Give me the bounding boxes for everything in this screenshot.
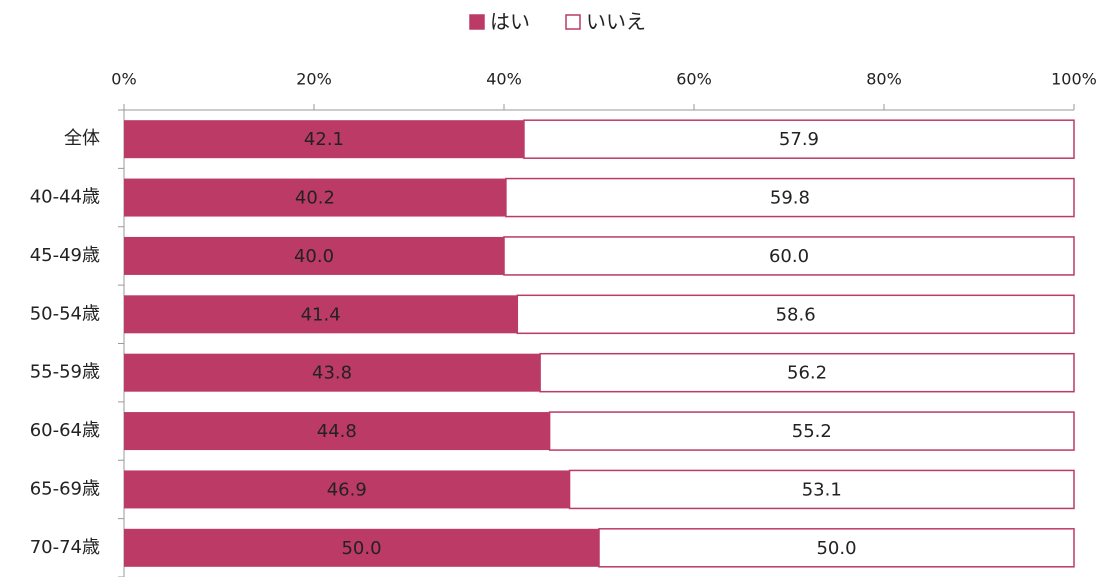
bar-segment <box>124 470 570 509</box>
x-tick-label: 80% <box>866 70 902 89</box>
x-tick-label: 100% <box>1051 70 1097 89</box>
bar-segment <box>598 528 1075 568</box>
data-label: 40.0 <box>294 246 334 267</box>
y-tick-label: 70-74歳 <box>30 537 100 558</box>
data-label: 56.2 <box>787 363 827 384</box>
y-tick-label: 60-64歳 <box>30 420 100 441</box>
bar-segment <box>503 236 1075 276</box>
bar-segment <box>548 411 1075 451</box>
bar-segment <box>124 120 524 159</box>
x-tick-label: 20% <box>296 70 332 89</box>
data-label: 53.1 <box>802 479 842 500</box>
data-label: 57.9 <box>779 129 819 150</box>
data-label: 46.9 <box>327 479 367 500</box>
bar-segment <box>124 528 599 567</box>
data-label: 40.2 <box>295 188 335 209</box>
y-tick-label: 50-54歳 <box>30 303 100 324</box>
y-tick-label: 全体 <box>64 128 100 149</box>
bar-segment <box>124 412 550 451</box>
data-label: 60.0 <box>769 246 809 267</box>
x-tick-label: 40% <box>486 70 522 89</box>
data-label: 58.6 <box>776 304 816 325</box>
legend-swatch <box>469 14 485 30</box>
bar-segment <box>523 119 1075 159</box>
bar-segment <box>124 353 541 392</box>
data-label: 50.0 <box>341 538 381 559</box>
data-label: 41.4 <box>301 304 341 325</box>
data-label: 59.8 <box>770 188 810 209</box>
legend-label: いいえ <box>586 10 646 34</box>
bar-segment <box>505 177 1075 218</box>
data-label: 42.1 <box>304 129 344 150</box>
y-tick-label: 55-59歳 <box>30 362 100 383</box>
legend-label: はい <box>490 10 530 34</box>
bar-segment <box>124 295 518 334</box>
y-tick-label: 40-44歳 <box>30 187 100 208</box>
y-tick-label: 65-69歳 <box>30 478 100 499</box>
data-label: 50.0 <box>816 538 856 559</box>
data-label: 43.8 <box>312 363 352 384</box>
x-tick-label: 60% <box>676 70 712 89</box>
legend-swatch <box>565 14 581 30</box>
data-label: 44.8 <box>317 421 357 442</box>
bar-segment <box>124 178 506 217</box>
bar-segment <box>539 352 1075 393</box>
bar-segment <box>124 236 504 275</box>
bar-segment <box>568 469 1075 510</box>
x-tick-label: 0% <box>111 70 136 89</box>
data-label: 55.2 <box>792 421 832 442</box>
y-tick-label: 45-49歳 <box>30 245 100 266</box>
bar-segment <box>516 294 1075 335</box>
